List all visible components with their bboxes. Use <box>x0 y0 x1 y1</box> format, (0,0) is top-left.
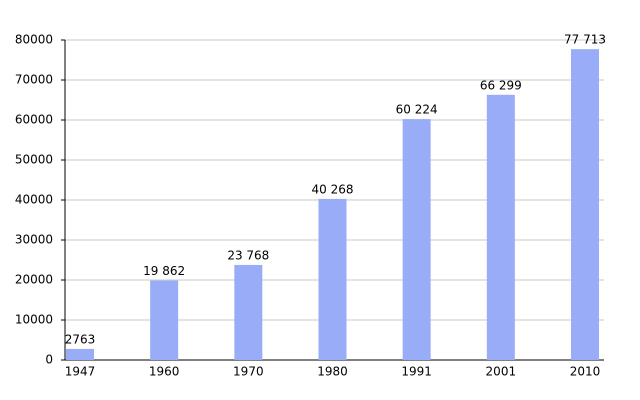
bar <box>571 49 599 360</box>
y-tick-label: 30000 <box>15 233 53 247</box>
value-label: 23 768 <box>227 248 269 262</box>
y-tick-label: 70000 <box>15 73 53 87</box>
x-tick-label: 1980 <box>317 365 348 379</box>
x-tick-label: 1970 <box>233 365 264 379</box>
y-tick-label: 0 <box>45 353 53 367</box>
y-tick-label: 60000 <box>15 113 53 127</box>
value-label: 40 268 <box>312 182 354 196</box>
bar <box>234 264 263 360</box>
value-label: 2763 <box>65 332 96 346</box>
y-tick-label: 50000 <box>15 153 53 167</box>
value-label: 77 713 <box>564 33 606 47</box>
y-tick-label: 20000 <box>15 273 53 287</box>
bar <box>150 280 179 360</box>
y-tick-label: 10000 <box>15 313 53 327</box>
value-label: 19 862 <box>143 264 185 278</box>
bar <box>66 348 94 360</box>
x-tick-label: 1991 <box>401 365 432 379</box>
y-tick-label: 80000 <box>15 33 53 47</box>
x-tick-label: 2010 <box>570 365 601 379</box>
x-tick-label: 2001 <box>486 365 517 379</box>
x-tick-label: 1960 <box>149 365 180 379</box>
bar <box>486 94 515 360</box>
y-tick-label: 40000 <box>15 193 53 207</box>
bar <box>318 198 347 360</box>
value-label: 66 299 <box>480 78 522 92</box>
value-label: 60 224 <box>396 103 438 117</box>
bar <box>402 119 431 360</box>
x-tick-label: 1947 <box>65 365 96 379</box>
